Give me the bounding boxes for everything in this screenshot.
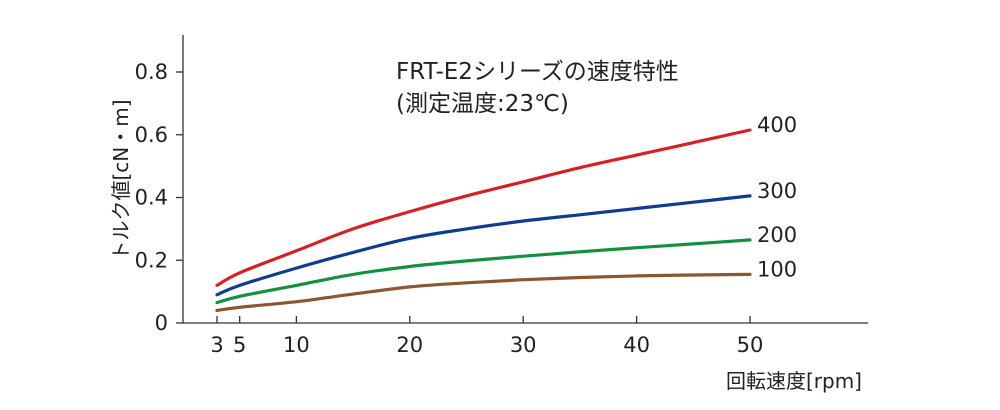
y-tick-label: 0.2 [135, 248, 168, 272]
y-tick-label: 0 [155, 311, 168, 335]
series-labels: 400 300 200 100 [757, 113, 797, 281]
series-label-400: 400 [757, 113, 797, 137]
x-axis-title: 回転速度[rpm] [726, 369, 862, 393]
x-tick-label: 20 [396, 333, 423, 357]
series-line-200 [215, 238, 752, 305]
series-label-200: 200 [757, 223, 797, 247]
y-tick-label: 0.8 [135, 60, 168, 84]
y-ticks: 0 0.2 0.4 0.6 0.8 [135, 60, 183, 335]
x-tick-label: 5 [233, 333, 246, 357]
x-tick-label: 30 [510, 333, 537, 357]
series-label-300: 300 [757, 179, 797, 203]
series-line-400 [215, 128, 752, 287]
y-axis-title: トルク値[cN・m] [109, 99, 133, 260]
series-label-100: 100 [757, 257, 797, 281]
x-tick-label: 10 [283, 333, 310, 357]
x-ticks: 3 5 10 20 30 40 50 [210, 316, 763, 357]
x-tick-label: 50 [737, 333, 764, 357]
chart-subtitle: (測定温度:23℃) [396, 91, 569, 117]
series-lines [215, 128, 752, 312]
chart-title: FRT-E2シリーズの速度特性 [396, 59, 679, 85]
series-line-300 [215, 194, 752, 297]
x-tick-label: 40 [623, 333, 650, 357]
y-tick-label: 0.4 [135, 186, 168, 210]
x-tick-label: 3 [210, 333, 223, 357]
series-line-100 [215, 272, 752, 312]
y-tick-label: 0.6 [135, 123, 168, 147]
axes [182, 35, 868, 324]
